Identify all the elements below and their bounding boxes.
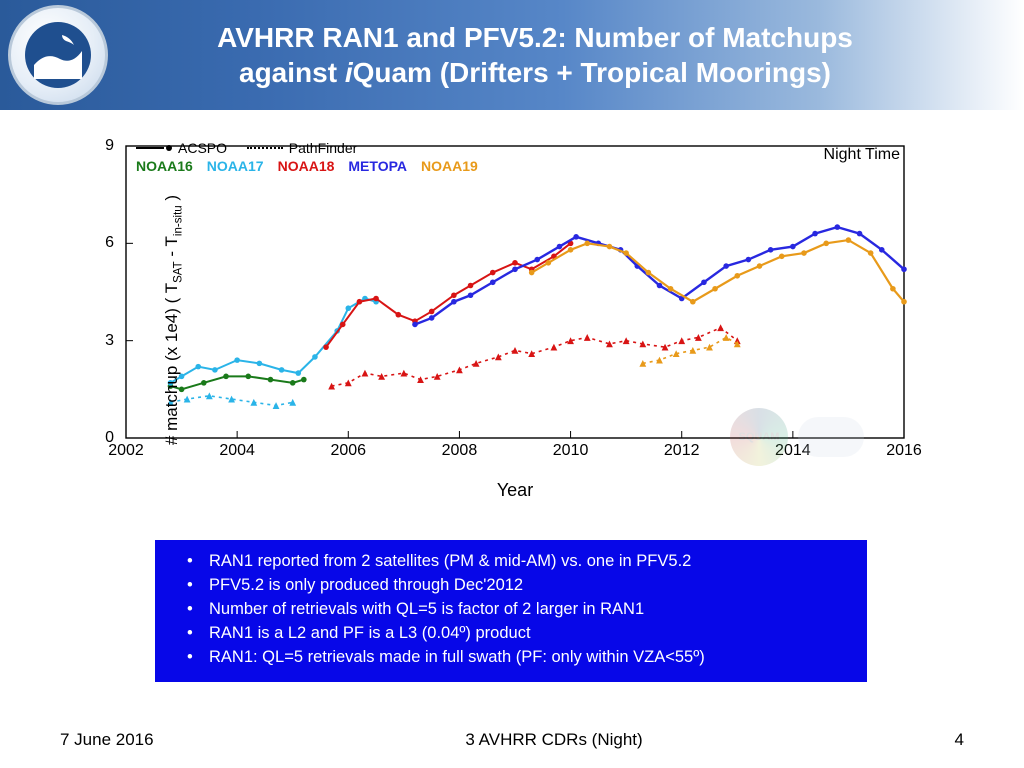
legend-series: NOAA18 — [278, 158, 335, 174]
note-item: RAN1 is a L2 and PF is a L3 (0.04º) prod… — [187, 622, 851, 646]
x-tick: 2016 — [886, 442, 922, 460]
x-tick: 2008 — [442, 442, 478, 460]
x-tick: 2002 — [108, 442, 144, 460]
matchup-chart: # matchup (x 1e4) ( TSAT - Tin-situ ) Ye… — [120, 140, 910, 500]
note-item: RAN1 reported from 2 satellites (PM & mi… — [187, 550, 851, 574]
x-tick: 2012 — [664, 442, 700, 460]
notes-box: RAN1 reported from 2 satellites (PM & mi… — [155, 540, 867, 682]
title-line1: AVHRR RAN1 and PFV5.2: Number of Matchup… — [217, 22, 853, 53]
x-axis-label: Year — [497, 480, 533, 501]
title-line2: against iQuam (Drifters + Tropical Moori… — [239, 57, 831, 88]
corner-label: Night Time — [824, 146, 900, 164]
note-item: Number of retrievals with QL=5 is factor… — [187, 598, 851, 622]
x-tick: 2004 — [219, 442, 255, 460]
legend-acspo: ACSPO — [178, 140, 227, 156]
note-item: RAN1: QL=5 retrievals made in full swath… — [187, 646, 851, 670]
footer: 7 June 2016 3 AVHRR CDRs (Night) 4 — [0, 730, 1024, 750]
x-tick: 2006 — [330, 442, 366, 460]
y-axis-label: # matchup (x 1e4) ( TSAT - Tin-situ ) — [162, 195, 184, 445]
footer-date: 7 June 2016 — [60, 730, 154, 750]
y-tick: 3 — [105, 332, 114, 350]
banner: AVHRR RAN1 and PFV5.2: Number of Matchup… — [0, 0, 1024, 110]
legend-pathfinder: PathFinder — [289, 140, 357, 156]
note-item: PFV5.2 is only produced through Dec'2012 — [187, 574, 851, 598]
chart-legend: ACSPO PathFinder NOAA16 NOAA17 NOAA18 METOP… — [136, 140, 492, 174]
y-tick: 9 — [105, 137, 114, 155]
x-tick: 2010 — [553, 442, 589, 460]
legend-series: NOAA17 — [207, 158, 264, 174]
footer-title: 3 AVHRR CDRs (Night) — [465, 730, 642, 750]
squam-watermark: SQUAM — [730, 408, 864, 466]
noaa-logo — [8, 5, 108, 105]
legend-series: NOAA16 — [136, 158, 193, 174]
page-title: AVHRR RAN1 and PFV5.2: Number of Matchup… — [126, 20, 1024, 90]
legend-series: METOPA — [348, 158, 407, 174]
legend-series: NOAA19 — [421, 158, 478, 174]
y-tick: 6 — [105, 234, 114, 252]
page-number: 4 — [955, 730, 964, 750]
